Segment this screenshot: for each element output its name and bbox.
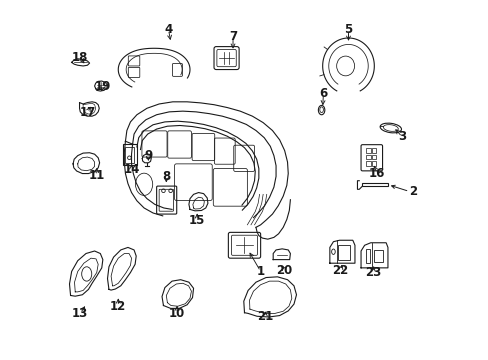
Text: 17: 17: [79, 106, 95, 119]
Text: 13: 13: [72, 307, 88, 320]
Text: 7: 7: [228, 30, 237, 43]
Bar: [366, 161, 370, 166]
Text: 4: 4: [164, 23, 172, 36]
Bar: [124, 147, 134, 163]
Text: 2: 2: [408, 185, 417, 198]
Bar: [366, 249, 369, 263]
Text: 3: 3: [397, 130, 406, 144]
Text: 15: 15: [188, 214, 205, 227]
Text: 21: 21: [257, 310, 273, 324]
Text: 20: 20: [276, 264, 292, 277]
Bar: [122, 144, 137, 165]
Bar: [338, 244, 349, 260]
Bar: [371, 161, 376, 166]
Text: 14: 14: [123, 163, 140, 176]
Text: 19: 19: [95, 80, 111, 93]
Text: 8: 8: [162, 170, 170, 183]
Text: 22: 22: [332, 264, 348, 277]
Text: 10: 10: [169, 307, 185, 320]
Text: 1: 1: [256, 265, 264, 278]
Text: 11: 11: [88, 169, 104, 182]
Text: 18: 18: [72, 51, 88, 64]
Text: 16: 16: [368, 167, 385, 180]
Bar: [371, 155, 376, 159]
Text: 6: 6: [319, 87, 327, 100]
Text: 5: 5: [344, 23, 352, 36]
Bar: [366, 148, 370, 153]
Bar: [366, 155, 370, 159]
Text: 23: 23: [364, 266, 380, 279]
Bar: [362, 183, 387, 186]
Bar: [371, 148, 376, 153]
Bar: [373, 250, 383, 262]
Text: 12: 12: [110, 300, 126, 313]
Text: 9: 9: [144, 149, 152, 162]
